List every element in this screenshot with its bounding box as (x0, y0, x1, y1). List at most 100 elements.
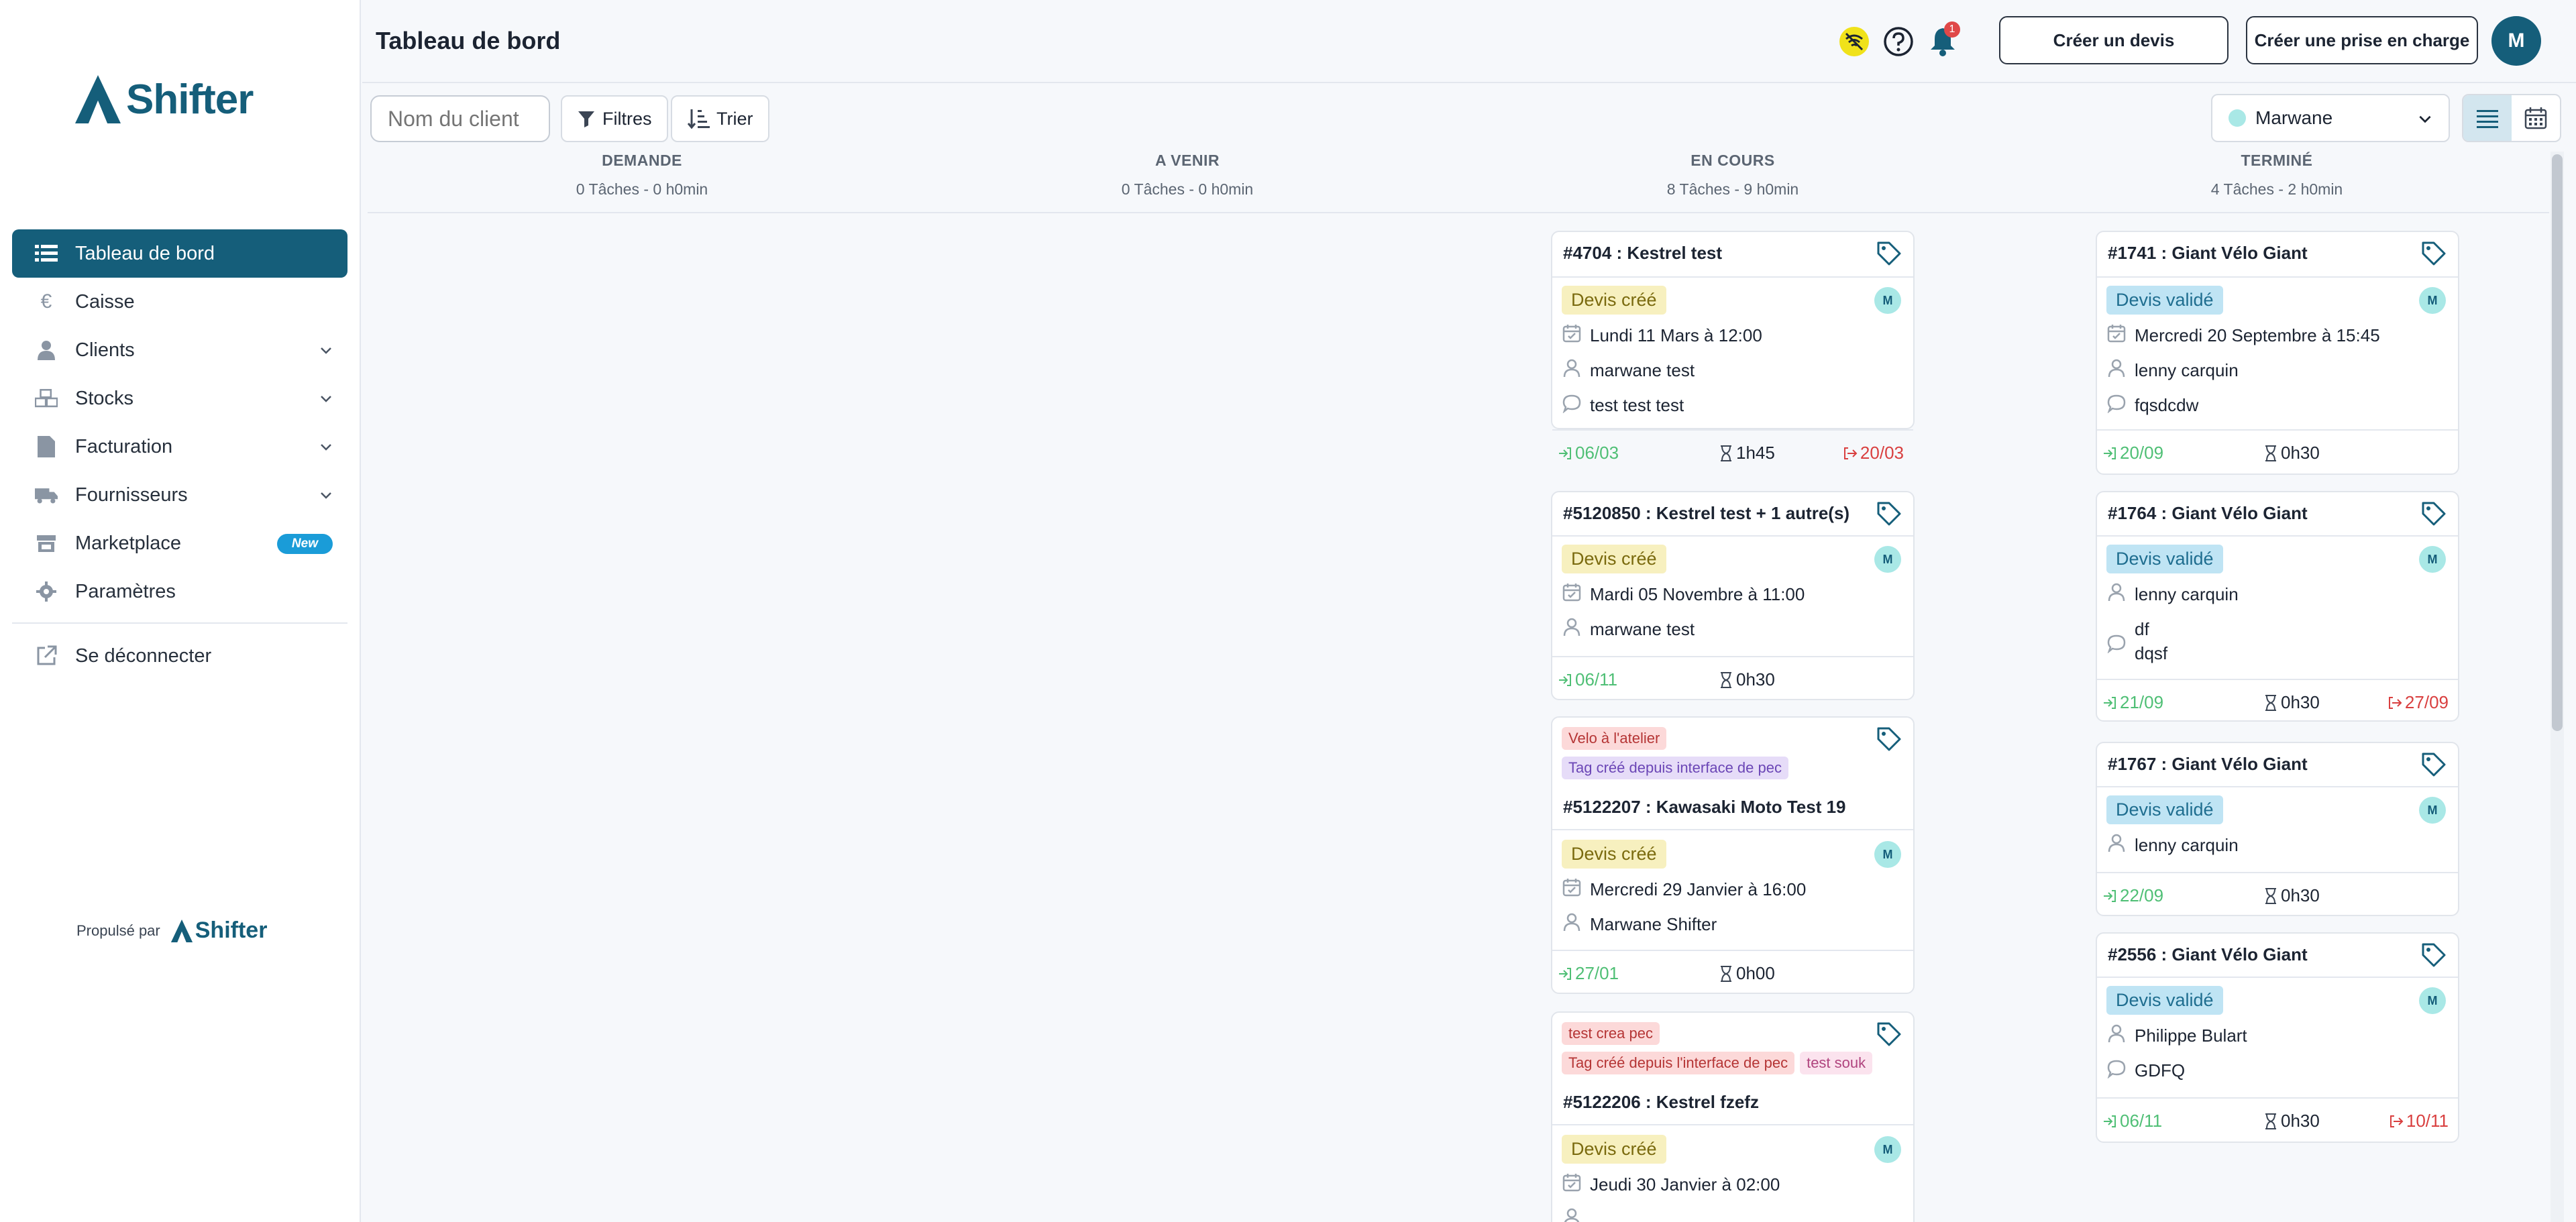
card-comment: GDFQ (2135, 1060, 2186, 1080)
card-client-row (1562, 1207, 1590, 1222)
sidebar-item-fournisseurs[interactable]: Fournisseurs (12, 471, 347, 519)
task-card[interactable]: #1741 : Giant Vélo Giant Devis validé M … (2096, 231, 2459, 475)
sidebar-item-label: Fournisseurs (75, 484, 188, 506)
task-card[interactable]: #1764 : Giant Vélo Giant Devis validé M … (2096, 491, 2459, 722)
task-card[interactable]: #1767 : Giant Vélo Giant Devis validé M … (2096, 742, 2459, 916)
logout-link[interactable]: Se déconnecter (12, 632, 347, 680)
card-title: #2556 : Giant Vélo Giant (2108, 944, 2308, 964)
tag-chip: Tag créé depuis interface de pec (1562, 757, 1788, 779)
user-icon (1563, 913, 1580, 932)
scrollbar-thumb[interactable] (2552, 154, 2563, 731)
card-out-value: 27/09 (2404, 692, 2449, 712)
arrow-in-icon (2104, 1115, 2116, 1127)
card-date-row: Jeudi 30 Janvier à 02:00 (1562, 1172, 1780, 1197)
card-title: #1767 : Giant Vélo Giant (2108, 754, 2308, 774)
powered-by: Propulsé par Shifter (76, 918, 267, 944)
tag-icon[interactable] (1876, 240, 1902, 267)
brand-name: Shifter (126, 76, 254, 123)
tag-chip: Tag créé depuis l'interface de pec (1562, 1052, 1795, 1074)
calendar-icon (1562, 1174, 1581, 1192)
sidebar-nav: Tableau de bord € Caisse Clients Stocks (12, 229, 347, 680)
tag-icon[interactable] (1876, 726, 1902, 753)
calendar-icon (1562, 325, 1581, 343)
card-out-date: 27/09 (2387, 692, 2449, 713)
task-card[interactable]: #5120850 : Kestrel test + 1 autre(s) Dev… (1551, 491, 1915, 700)
tag-icon[interactable] (2420, 942, 2447, 968)
powered-by-label: Propulsé par (76, 922, 160, 939)
status-badge: Devis validé (2106, 986, 2223, 1015)
arrow-in-icon (1559, 967, 1571, 980)
list-view-button[interactable] (2463, 95, 2512, 141)
card-footer: 20/09 0h30 (2097, 429, 2458, 472)
card-in-value: 20/09 (2120, 443, 2164, 463)
sidebar-item-label: Stocks (75, 387, 134, 409)
assignee-avatar: M (2419, 987, 2446, 1014)
card-date: Mercredi 29 Janvier à 16:00 (1590, 879, 1807, 899)
tag-icon[interactable] (2420, 500, 2447, 527)
tag-icon[interactable] (1876, 1021, 1902, 1048)
card-date-row: Mercredi 20 Septembre à 15:45 (2106, 323, 2380, 347)
comment-icon (1562, 394, 1581, 413)
card-date-row: Mercredi 29 Janvier à 16:00 (1562, 877, 1806, 901)
sidebar-item-facturation[interactable]: Facturation (12, 423, 347, 471)
card-client-row: lenny carquin (2106, 582, 2239, 606)
card-client-row: lenny carquin (2106, 358, 2239, 382)
card-divider (1552, 535, 1913, 537)
chevron-down-icon[interactable] (318, 439, 334, 455)
arrow-in-icon (1559, 447, 1571, 459)
card-client: lenny carquin (2135, 584, 2239, 604)
user-icon (2108, 359, 2125, 378)
bell-icon[interactable]: 1 (1927, 21, 1960, 58)
search-input[interactable] (370, 95, 550, 142)
task-card[interactable]: Velo à l'atelier Tag créé depuis interfa… (1551, 716, 1915, 994)
card-duration-value: 1h45 (1736, 443, 1775, 463)
sidebar-item-clients[interactable]: Clients (12, 326, 347, 374)
help-icon[interactable] (1882, 25, 1915, 58)
avatar[interactable]: M (2491, 16, 2541, 66)
chevron-down-icon[interactable] (318, 342, 334, 358)
column-summary: 0 Tâches - 0 h0min (1121, 180, 1254, 198)
card-in-value: 06/11 (2120, 1111, 2163, 1131)
card-comment-line: df (2135, 619, 2149, 639)
card-client: marwane test (1590, 619, 1695, 639)
task-card[interactable]: test crea pec Tag créé depuis l'interfac… (1551, 1011, 1915, 1222)
sidebar-item-dashboard[interactable]: Tableau de bord (12, 229, 347, 278)
calendar-view-button[interactable] (2512, 95, 2560, 141)
card-date-row: Mardi 05 Novembre à 11:00 (1562, 582, 1805, 606)
hourglass-icon (1721, 965, 1731, 982)
chevron-down-icon[interactable] (318, 487, 334, 503)
sort-button[interactable]: Trier (671, 95, 769, 142)
card-divider (2097, 535, 2458, 537)
chevron-down-icon[interactable] (318, 390, 334, 406)
column-title: EN COURS (1690, 152, 1775, 169)
card-tags: Velo à l'atelier (1562, 727, 1672, 750)
chevron-down-icon (2419, 115, 2431, 123)
filters-button[interactable]: Filtres (561, 95, 668, 142)
powered-by-brand: Shifter (195, 918, 268, 943)
user-icon (2108, 834, 2125, 852)
user-select[interactable]: Marwane (2211, 94, 2450, 142)
tag-icon[interactable] (1876, 500, 1902, 527)
create-pickup-button[interactable]: Créer une prise en charge (2246, 16, 2478, 64)
user-select-value: Marwane (2255, 107, 2333, 128)
status-badge: Devis créé (1562, 545, 1666, 573)
tag-icon[interactable] (2420, 751, 2447, 778)
card-comment-row: GDFQ (2106, 1058, 2185, 1082)
no-wifi-icon[interactable] (1838, 25, 1870, 58)
column-title: TERMINÉ (2241, 152, 2313, 169)
assignee-avatar: M (1874, 1136, 1901, 1163)
sidebar-item-marketplace[interactable]: Marketplace New (12, 519, 347, 567)
card-out-value: 10/11 (2406, 1111, 2449, 1131)
sidebar-item-stocks[interactable]: Stocks (12, 374, 347, 423)
sidebar-divider (12, 622, 347, 624)
brand-logo[interactable]: Shifter (72, 72, 254, 126)
task-card[interactable]: #2556 : Giant Vélo Giant Devis validé M … (2096, 932, 2459, 1143)
tag-icon[interactable] (2420, 240, 2447, 267)
create-quote-button[interactable]: Créer un devis (1999, 16, 2229, 64)
column-title: DEMANDE (602, 152, 682, 169)
sidebar-item-caisse[interactable]: € Caisse (12, 278, 347, 326)
sidebar-item-parametres[interactable]: Paramètres (12, 567, 347, 616)
card-duration-value: 0h30 (2281, 885, 2320, 905)
task-card[interactable]: #4704 : Kestrel test Devis créé M Lundi … (1551, 231, 1915, 463)
card-divider (2097, 276, 2458, 278)
